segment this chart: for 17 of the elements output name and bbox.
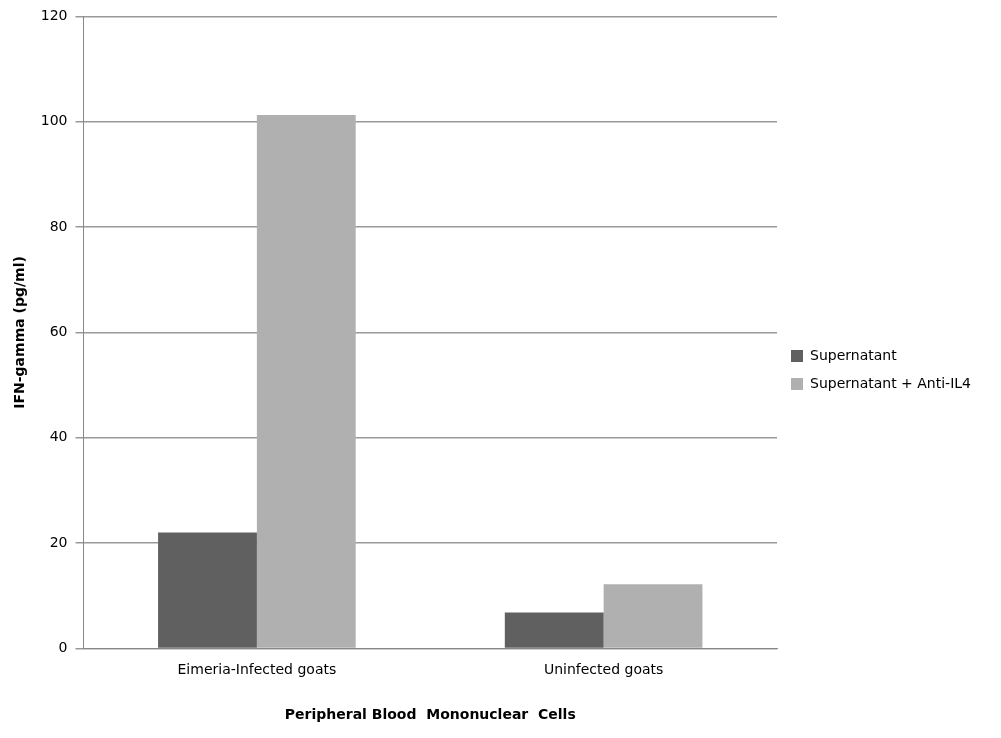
y-tick-label: 80	[49, 217, 68, 234]
bar	[504, 612, 604, 648]
legend-label: Supernatant	[810, 346, 898, 363]
y-tick-label: 60	[49, 323, 68, 340]
y-axis-title: IFN-gamma (pg/ml)	[11, 256, 28, 409]
legend-label: Supernatant + Anti-IL4	[810, 374, 972, 391]
bar	[256, 114, 356, 648]
y-tick-label: 0	[58, 639, 68, 656]
x-tick-label: Eimeria-Infected goats	[177, 661, 337, 678]
y-tick-label: 40	[49, 428, 68, 445]
y-tick-label: 120	[40, 7, 68, 24]
bar	[603, 584, 703, 648]
y-tick-label: 20	[49, 533, 68, 550]
x-tick-label: Uninfected goats	[543, 661, 664, 678]
y-tick-label: 100	[40, 112, 68, 129]
bar	[158, 532, 257, 648]
x-axis-title: Peripheral Blood Mononuclear Cells	[284, 706, 576, 723]
